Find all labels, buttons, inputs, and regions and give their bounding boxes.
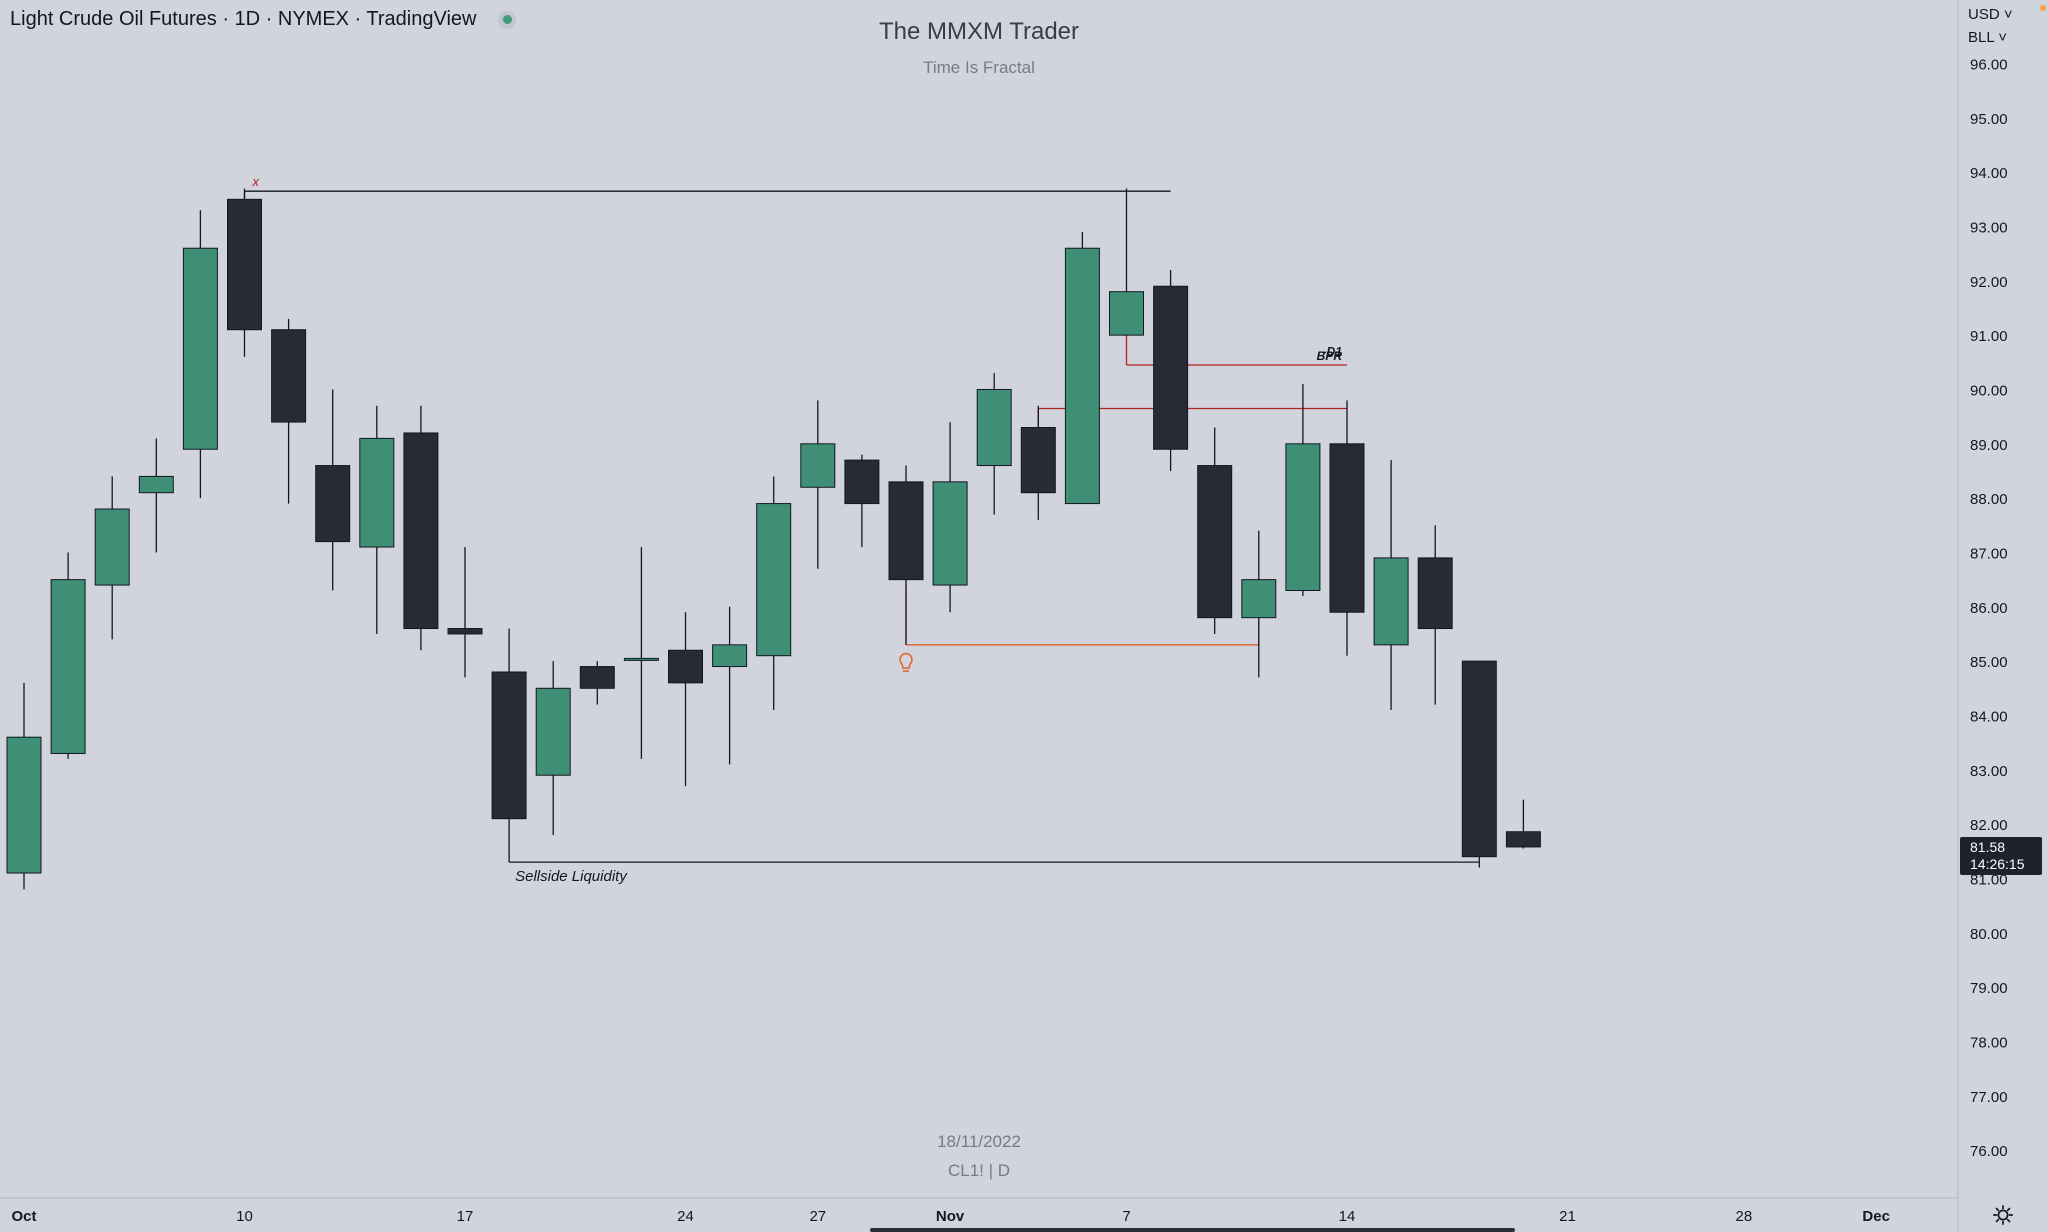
time-tick-label: 24: [677, 1208, 694, 1225]
price-tick-label: 80.00: [1970, 926, 2008, 943]
candle-body[interactable]: [447, 628, 483, 635]
time-tick-label: Oct: [11, 1208, 36, 1225]
candle-body[interactable]: [1020, 427, 1056, 494]
candle-body[interactable]: [623, 657, 659, 661]
notification-dot-icon: [2040, 5, 2046, 11]
time-tick-label: 27: [809, 1208, 826, 1225]
candle-body[interactable]: [976, 388, 1012, 467]
candle-body[interactable]: [315, 465, 351, 543]
chevron-down-icon: ˅: [1994, 29, 2008, 46]
time-tick-label: 21: [1559, 1208, 1576, 1225]
candle-body[interactable]: [888, 481, 924, 581]
watermark-title: The MMXM Trader: [878, 18, 1080, 45]
chevron-down-icon: ˅: [1999, 6, 2013, 23]
unit-menu[interactable]: BLL ˅: [1968, 29, 2007, 46]
candle-body[interactable]: [359, 437, 395, 548]
candle-body[interactable]: [6, 736, 42, 874]
time-tick-label: 10: [236, 1208, 253, 1225]
price-tick-label: 96.00: [1970, 57, 2008, 74]
time-tick-label: 28: [1736, 1208, 1753, 1225]
candle-body[interactable]: [1505, 831, 1541, 848]
candle-body[interactable]: [1461, 660, 1497, 858]
candle-body[interactable]: [1241, 579, 1277, 619]
price-tick-label: 87.00: [1970, 545, 2008, 562]
candle-body[interactable]: [182, 247, 218, 450]
candle-body[interactable]: [535, 687, 571, 776]
price-tick-label: 91.00: [1970, 328, 2008, 345]
candle-body[interactable]: [138, 475, 174, 494]
candle-body[interactable]: [50, 579, 86, 754]
price-tick-label: 93.00: [1970, 219, 2008, 236]
price-tick-label: 82.00: [1970, 817, 2008, 834]
candle-body[interactable]: [844, 459, 880, 505]
candle-body[interactable]: [1285, 443, 1321, 592]
unit-menu-label: BLL: [1968, 29, 1995, 46]
candle-body[interactable]: [800, 443, 836, 488]
high-marker-label: x: [252, 174, 260, 189]
market-status-icon[interactable]: [498, 10, 517, 29]
candle-body[interactable]: [1417, 557, 1453, 630]
candle-body[interactable]: [668, 649, 703, 684]
time-tick-label: Nov: [936, 1208, 965, 1225]
symbol-title[interactable]: Light Crude Oil Futures · 1D · NYMEX · T…: [10, 8, 477, 30]
last-price-value: 81.58: [1970, 839, 2005, 855]
candle-body[interactable]: [1153, 285, 1189, 450]
time-tick-label: 7: [1122, 1208, 1130, 1225]
lightbulb-icon[interactable]: [899, 652, 913, 669]
currency-menu[interactable]: USD ˅: [1968, 6, 2013, 23]
candle-body[interactable]: [756, 503, 792, 657]
time-tick-label: Dec: [1862, 1208, 1890, 1225]
candle-body[interactable]: [491, 671, 527, 820]
candle-body[interactable]: [1329, 443, 1365, 613]
price-tick-label: 76.00: [1970, 1143, 2008, 1160]
time-tick-label: 17: [457, 1208, 474, 1225]
price-tick-label: 85.00: [1970, 654, 2008, 671]
time-tick-label: 14: [1339, 1208, 1356, 1225]
bpr-label-line1: -D1: [1323, 344, 1343, 358]
price-tick-label: 81.00: [1970, 871, 2008, 888]
price-tick-label: 90.00: [1970, 382, 2008, 399]
candle-body[interactable]: [1109, 291, 1144, 336]
watermark-date: 18/11/2022: [937, 1132, 1021, 1151]
price-tick-label: 79.00: [1970, 980, 2008, 997]
price-tick-label: 92.00: [1970, 274, 2008, 291]
last-price-label: [1960, 836, 2042, 875]
price-tick-label: 94.00: [1970, 165, 2008, 182]
bpr-label-line2: BPR: [1317, 349, 1343, 363]
watermark-symbol: CL1! | D: [947, 1161, 1011, 1180]
price-tick-label: 84.00: [1970, 708, 2008, 725]
candle-body[interactable]: [1197, 465, 1233, 619]
candle-body[interactable]: [227, 198, 262, 331]
bar-countdown: 14:26:15: [1970, 856, 2025, 872]
candle-body[interactable]: [403, 432, 439, 630]
candle-body[interactable]: [271, 329, 307, 423]
price-tick-label: 83.00: [1970, 763, 2008, 780]
price-tick-label: 77.00: [1970, 1089, 2008, 1106]
symbol-header: Light Crude Oil Futures · 1D · NYMEX · T…: [10, 8, 517, 31]
price-tick-label: 89.00: [1970, 437, 2008, 454]
price-tick-label: 78.00: [1970, 1034, 2008, 1051]
price-tick-label: 86.00: [1970, 600, 2008, 617]
gear-icon[interactable]: [1992, 1204, 2014, 1226]
candle-body[interactable]: [1373, 557, 1409, 646]
candle-body[interactable]: [712, 644, 748, 668]
candle-body[interactable]: [932, 481, 968, 586]
price-tick-label: 88.00: [1970, 491, 2008, 508]
watermark-subtitle: Time Is Fractal: [923, 58, 1035, 77]
candle-body[interactable]: [579, 666, 615, 689]
currency-menu-label: USD: [1968, 6, 2000, 23]
candle-body[interactable]: [1064, 247, 1100, 505]
price-tick-label: 95.00: [1970, 111, 2008, 128]
time-scale-scrollbar[interactable]: [870, 1228, 1515, 1232]
candle-body[interactable]: [94, 508, 130, 586]
sellside-liquidity-label: Sellside Liquidity: [515, 868, 628, 885]
